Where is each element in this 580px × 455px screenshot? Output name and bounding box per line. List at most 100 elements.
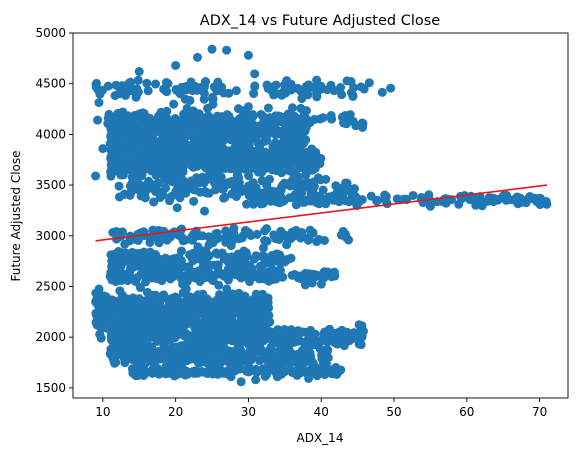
- scatter-point: [156, 163, 166, 173]
- scatter-point: [321, 174, 331, 184]
- scatter-point: [229, 146, 239, 156]
- scatter-point: [159, 257, 169, 267]
- scatter-point: [251, 183, 261, 193]
- scatter-point: [212, 368, 222, 378]
- scatter-point: [416, 194, 426, 204]
- scatter-point: [134, 309, 144, 319]
- scatter-point: [295, 229, 305, 239]
- scatter-point: [341, 233, 351, 243]
- scatter-point: [106, 167, 116, 177]
- scatter-point: [135, 254, 145, 264]
- scatter-point: [249, 254, 259, 264]
- scatter-point: [200, 273, 210, 283]
- scatter-point: [231, 86, 241, 96]
- scatter-point: [203, 103, 213, 113]
- x-tick-label: 10: [95, 405, 110, 419]
- scatter-point: [91, 171, 101, 181]
- scatter-point: [204, 188, 214, 198]
- scatter-point: [110, 157, 120, 167]
- scatter-point: [271, 80, 281, 90]
- scatter-point: [213, 260, 223, 270]
- scatter-point: [124, 78, 134, 88]
- scatter-point: [143, 86, 153, 96]
- scatter-point: [238, 354, 248, 364]
- scatter-point: [174, 307, 184, 317]
- scatter-point: [326, 365, 336, 375]
- scatter-point: [226, 135, 236, 145]
- scatter-point: [93, 115, 103, 125]
- scatter-point: [425, 201, 435, 211]
- scatter-point: [177, 347, 187, 357]
- scatter-point: [357, 118, 367, 128]
- scatter-point: [106, 250, 116, 260]
- scatter-point: [483, 196, 493, 206]
- x-tick-label: 70: [532, 405, 547, 419]
- scatter-point: [328, 191, 338, 201]
- scatter-point: [337, 90, 347, 100]
- scatter-point: [248, 158, 258, 168]
- scatter-point: [280, 88, 290, 98]
- scatter-point: [220, 163, 230, 173]
- scatter-point: [288, 156, 298, 166]
- x-tick-label: 40: [314, 405, 329, 419]
- scatter-point: [157, 327, 167, 337]
- trend-line: [95, 184, 547, 242]
- scatter-point: [282, 133, 292, 143]
- y-tick-label: 4500: [35, 77, 66, 91]
- scatter-point: [119, 189, 129, 199]
- scatter-point: [226, 241, 236, 251]
- scatter-point: [303, 235, 313, 245]
- scatter-point: [262, 236, 272, 246]
- scatter-point: [286, 336, 296, 346]
- scatter-point: [439, 195, 449, 205]
- scatter-point: [245, 117, 255, 127]
- scatter-point: [169, 99, 179, 109]
- scatter-point: [207, 44, 217, 54]
- scatter-point: [271, 89, 281, 99]
- scatter-point: [242, 366, 252, 376]
- scatter-point: [235, 342, 245, 352]
- scatter-point: [269, 265, 279, 275]
- scatter-point: [173, 230, 183, 240]
- scatter-point: [261, 347, 271, 357]
- scatter-point: [424, 190, 434, 200]
- scatter-point: [285, 356, 295, 366]
- scatter-point: [251, 375, 261, 385]
- scatter-point: [262, 135, 272, 145]
- scatter-point: [342, 76, 352, 86]
- scatter-point: [296, 136, 306, 146]
- scatter-point: [176, 187, 186, 197]
- scatter-point: [260, 371, 270, 381]
- scatter-point: [204, 152, 214, 162]
- scatter-point: [244, 347, 254, 357]
- scatter-point: [305, 118, 315, 128]
- scatter-point: [241, 159, 251, 169]
- scatter-point: [284, 111, 294, 121]
- scatter-point: [271, 111, 281, 121]
- scatter-point: [191, 307, 201, 317]
- scatter-point: [127, 364, 137, 374]
- scatter-point: [377, 87, 387, 97]
- scatter-point: [262, 224, 272, 234]
- scatter-point: [141, 350, 151, 360]
- scatter-point: [227, 352, 237, 362]
- scatter-point: [306, 157, 316, 167]
- scatter-point: [214, 171, 224, 181]
- scatter-point: [301, 106, 311, 116]
- scatter-point: [162, 367, 172, 377]
- scatter-point: [132, 84, 142, 94]
- scatter-point: [197, 366, 207, 376]
- chart-title: ADX_14 vs Future Adjusted Close: [200, 13, 440, 29]
- scatter-point: [152, 298, 162, 308]
- scatter-point: [185, 95, 195, 105]
- scatter-point: [119, 353, 129, 363]
- scatter-point: [123, 111, 133, 121]
- scatter-point: [270, 351, 280, 361]
- scatter-point: [257, 128, 267, 138]
- scatter-point: [289, 120, 299, 130]
- scatter-point: [278, 116, 288, 126]
- scatter-point: [115, 286, 125, 296]
- scatter-point: [232, 161, 242, 171]
- scatter-point: [344, 336, 354, 346]
- scatter-point: [106, 130, 116, 140]
